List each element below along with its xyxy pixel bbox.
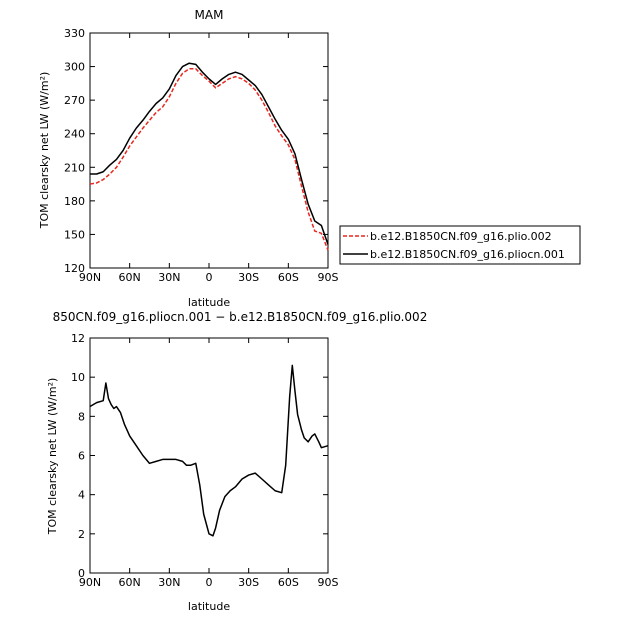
top-series-line-0 (89, 68, 329, 251)
bottom-y-tick-label: 6 (78, 450, 85, 463)
bottom-x-tick-label: 30S (238, 576, 259, 589)
top-y-tick-label: 270 (64, 94, 85, 107)
top-y-tick-label: 150 (64, 228, 85, 241)
legend-label-1: b.e12.B1850CN.f09_g16.pliocn.001 (370, 248, 565, 261)
top-x-tick-label: 30N (158, 271, 180, 284)
bottom-panel: 850CN.f09_g16.pliocn.001 − b.e12.B1850CN… (46, 310, 427, 613)
top-x-tick-label: 90N (79, 271, 101, 284)
top-y-tick-label: 300 (64, 61, 85, 74)
legend-box (339, 225, 581, 265)
top-x-tick-label: 30S (238, 271, 259, 284)
top-x-tick-label: 0 (206, 271, 213, 284)
top-x-tick-label: 60S (278, 271, 299, 284)
top-chart-title: MAM (195, 8, 224, 22)
top-x-tick-label: 60N (119, 271, 141, 284)
legend: b.e12.B1850CN.f09_g16.plio.002 b.e12.B185… (339, 225, 581, 265)
bottom-x-tick-label: 60N (119, 576, 141, 589)
bottom-y-tick-label: 10 (71, 371, 85, 384)
top-series-line-1 (90, 62, 329, 245)
top-panel: MAM TOM clearsky net LW (W/m²) latitude … (38, 8, 581, 309)
bottom-y-axis-label: TOM clearsky net LW (W/m²) (46, 378, 59, 536)
top-plot-frame (89, 32, 329, 269)
top-y-axis-label: TOM clearsky net LW (W/m²) (38, 72, 51, 230)
bottom-y-tick-label: 0 (78, 567, 85, 580)
bottom-y-tick-label: 4 (78, 489, 85, 502)
bottom-x-tick-label: 0 (206, 576, 213, 589)
bottom-x-tick-label: 90N (79, 576, 101, 589)
bottom-x-tick-label: 60S (278, 576, 299, 589)
top-y-tick-label: 210 (64, 161, 85, 174)
bottom-plot-area: 90N 60N 30N 0 30S 60S 90S 0 2 4 6 8 10 12 (71, 332, 339, 589)
bottom-y-tick-label: 12 (71, 332, 85, 345)
bottom-y-tick-label: 2 (78, 528, 85, 541)
top-y-tick-label: 180 (64, 195, 85, 208)
top-x-tick-label: 90S (318, 271, 339, 284)
bottom-x-tick-label: 30N (158, 576, 180, 589)
top-y-tick-label: 120 (64, 262, 85, 275)
bottom-x-tick-label: 90S (318, 576, 339, 589)
top-y-tick-label: 240 (64, 128, 85, 141)
legend-label-0: b.e12.B1850CN.f09_g16.plio.002 (370, 230, 552, 243)
top-x-axis-label: latitude (188, 296, 230, 309)
top-plot-area: 90N 60N 30N 0 30S 60S 90S 120 150 180 210 240 270 300… (64, 27, 339, 284)
bottom-x-axis-label: latitude (188, 600, 230, 613)
bottom-series-line-0 (89, 364, 329, 537)
bottom-y-tick-label: 8 (78, 410, 85, 423)
top-y-tick-label: 330 (64, 27, 85, 40)
bottom-chart-title: 850CN.f09_g16.pliocn.001 − b.e12.B1850CN… (53, 310, 428, 324)
